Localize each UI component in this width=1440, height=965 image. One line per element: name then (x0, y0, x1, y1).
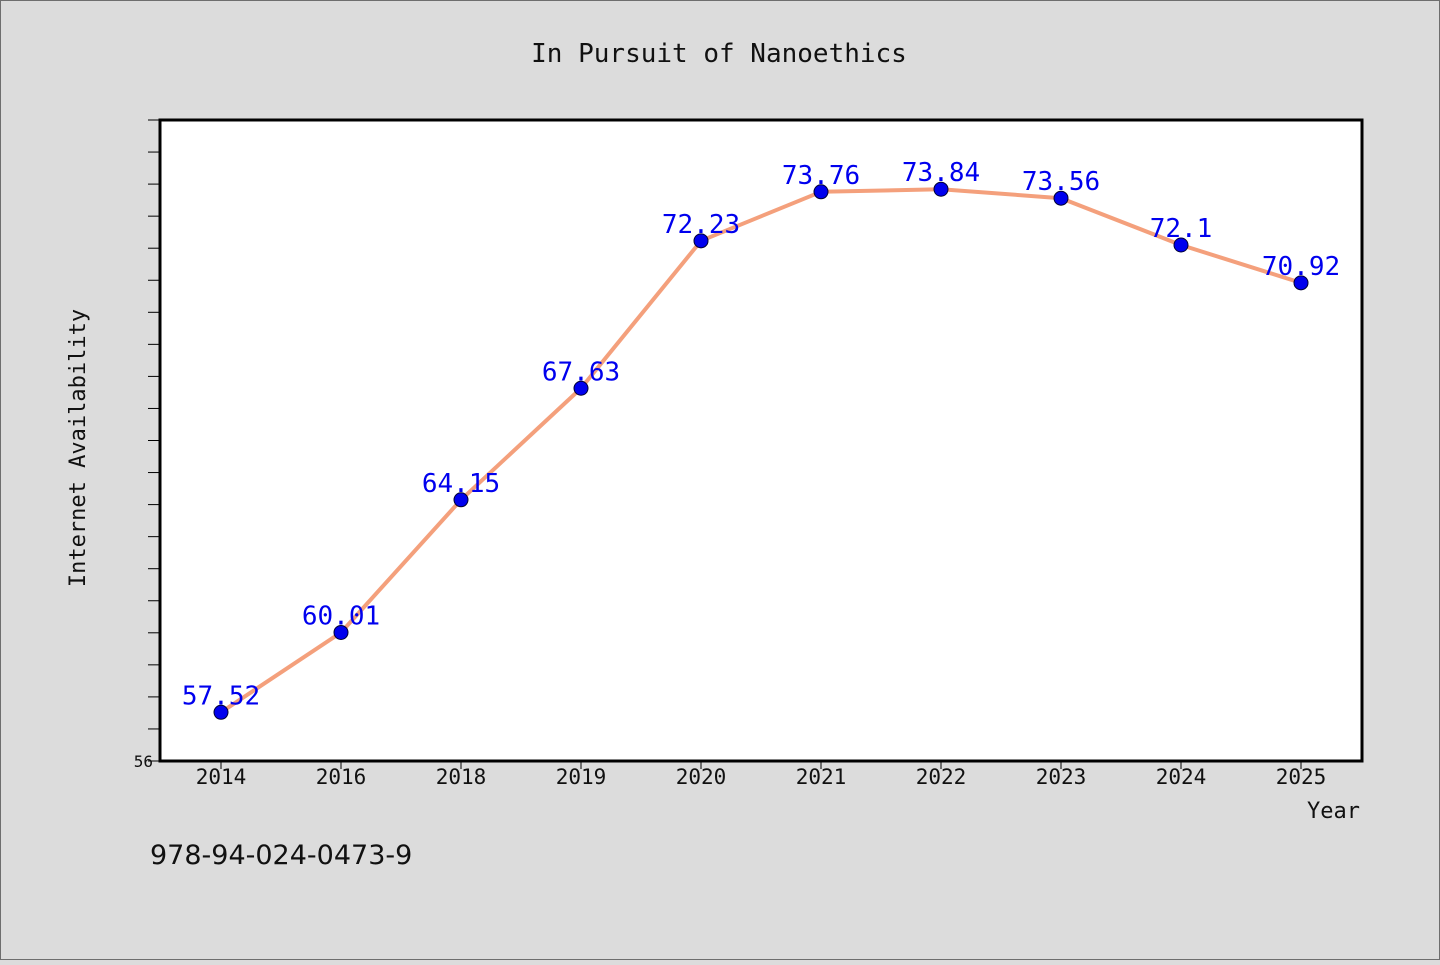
data-point (333, 624, 349, 640)
x-tick-label: 2020 (676, 765, 727, 789)
data-point (213, 704, 229, 720)
data-point (453, 492, 469, 508)
data-point (933, 181, 949, 197)
series-layer (213, 181, 1309, 720)
data-label: 70.92 (1262, 252, 1340, 282)
x-tick-label: 2024 (1156, 765, 1207, 789)
data-label: 72.23 (662, 210, 740, 240)
x-tick-label: 2018 (436, 765, 487, 789)
x-tick-label: 2023 (1036, 765, 1087, 789)
x-axis-label: Year (1307, 799, 1360, 824)
x-tick-label: 2022 (916, 765, 967, 789)
data-label: 73.84 (902, 158, 980, 188)
data-point (813, 184, 829, 200)
data-point (1053, 190, 1069, 206)
data-point (693, 233, 709, 249)
x-tick-label: 2025 (1276, 765, 1327, 789)
y-axis-ticks (148, 119, 160, 762)
data-labels: 57.52 60.01 64.15 67.63 72.23 73.76 73.84 73.56… (182, 158, 1340, 711)
data-label: 60.01 (302, 601, 380, 631)
isbn-text: 978-94-024-0473-9 (150, 840, 412, 871)
x-tick-label: 2021 (796, 765, 847, 789)
y-axis-min-label: 56 (134, 752, 153, 771)
x-tick-label: 2016 (316, 765, 367, 789)
chart-title: In Pursuit of Nanoethics (531, 39, 907, 69)
data-point (1293, 275, 1309, 291)
data-label: 73.56 (1022, 167, 1100, 197)
data-point (1173, 237, 1189, 253)
data-label: 67.63 (542, 357, 620, 387)
y-axis-label: Internet Availability (66, 309, 91, 587)
data-label: 73.76 (782, 161, 860, 191)
data-label: 57.52 (182, 681, 260, 711)
data-point (573, 380, 589, 396)
plot-area (158, 118, 1364, 763)
series-line (219, 187, 1303, 715)
x-axis-ticks: 2014 2016 2018 2019 2020 2021 2022 2023 2024 2025 (196, 761, 1327, 789)
data-label: 64.15 (422, 469, 500, 499)
x-tick-label: 2019 (556, 765, 607, 789)
x-tick-label: 2014 (196, 765, 247, 789)
data-label: 72.1 (1150, 214, 1213, 244)
